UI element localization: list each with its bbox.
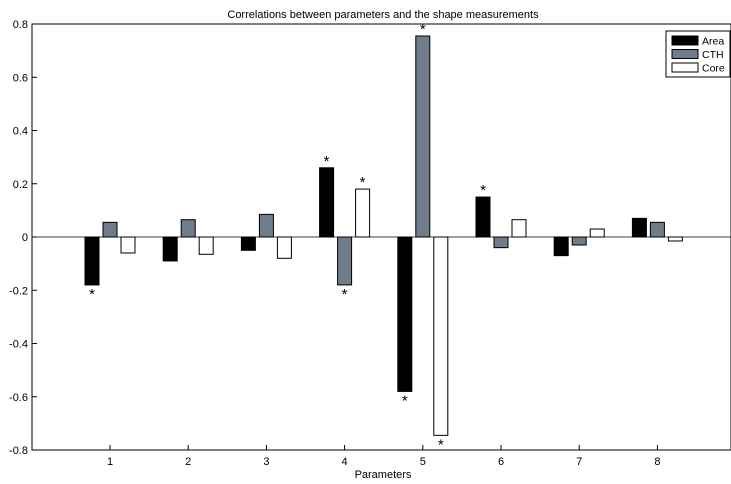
y-tick-label: 0.2: [13, 179, 28, 191]
y-tick-label: 0.8: [13, 19, 28, 31]
bar-area: [162, 236, 178, 262]
bar-cth: [415, 35, 431, 238]
bar-core: [355, 188, 371, 238]
x-axis-label: Parameters: [355, 469, 412, 481]
chart-title: Correlations between parameters and the …: [227, 9, 539, 21]
bar-core: [276, 236, 292, 259]
legend-label-area: Area: [702, 36, 724, 48]
bar-core: [433, 236, 449, 436]
bar-area: [631, 217, 647, 238]
legend-swatch-core: [671, 62, 699, 73]
bar-area: [553, 236, 569, 257]
bar-core: [198, 236, 214, 255]
y-tick-label: -0.8: [9, 445, 28, 457]
x-tick-label: 3: [263, 456, 269, 468]
bar-cth: [102, 221, 118, 238]
legend-swatch-cth: [671, 49, 699, 59]
y-tick-label: -0.4: [9, 339, 28, 351]
x-axis: 1 2 3 4 5 6 7 8: [107, 445, 660, 468]
bar-area: [397, 236, 413, 392]
significance-star: *: [480, 182, 486, 199]
significance-star: *: [402, 392, 408, 409]
bar-cth: [571, 236, 587, 246]
x-tick-label: 5: [420, 456, 426, 468]
y-tick-label: -0.2: [9, 285, 28, 297]
significance-star: *: [360, 174, 366, 191]
bar-cth: [649, 221, 665, 238]
bar-core: [589, 228, 605, 238]
bar-cth: [493, 236, 509, 249]
x-tick-label: 6: [498, 456, 504, 468]
legend-label-core: Core: [702, 63, 725, 75]
legend-label-cth: CTH: [702, 49, 724, 61]
y-tick-label: 0.6: [13, 72, 28, 84]
x-tick-label: 1: [107, 456, 113, 468]
bar-cth: [258, 213, 274, 238]
legend-swatch-area: [671, 35, 699, 46]
significance-star: *: [438, 436, 444, 453]
y-tick-label: 0.4: [13, 126, 28, 138]
bar-area: [475, 196, 491, 238]
significance-star: *: [342, 286, 348, 303]
y-tick-label: 0: [22, 232, 28, 244]
significance-star: *: [89, 286, 95, 303]
significance-star: *: [420, 21, 426, 38]
x-tick-label: 8: [654, 456, 660, 468]
bar-core: [120, 236, 136, 254]
bar-cth: [180, 219, 196, 238]
bar-core: [511, 219, 527, 238]
bar-area: [240, 236, 256, 251]
bar-area: [319, 167, 335, 238]
significance-markers: * * * * * * * *: [89, 21, 486, 453]
x-tick-label: 2: [185, 456, 191, 468]
y-tick-label: -0.6: [9, 392, 28, 404]
x-tick-label: 7: [576, 456, 582, 468]
bars-layer: [84, 35, 683, 436]
bar-cth: [337, 236, 353, 286]
bar-core: [667, 236, 683, 242]
y-axis: -0.8 -0.6 -0.4 -0.2 0 0.2 0.4 0.6 0.8: [9, 19, 37, 457]
significance-star: *: [324, 153, 330, 170]
bar-area: [84, 236, 100, 286]
x-tick-label: 4: [342, 456, 348, 468]
